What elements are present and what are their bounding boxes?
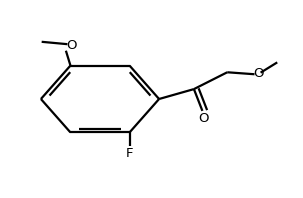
Text: O: O [253,67,263,80]
Text: O: O [66,39,77,52]
Text: O: O [198,112,208,125]
Text: F: F [126,147,133,160]
